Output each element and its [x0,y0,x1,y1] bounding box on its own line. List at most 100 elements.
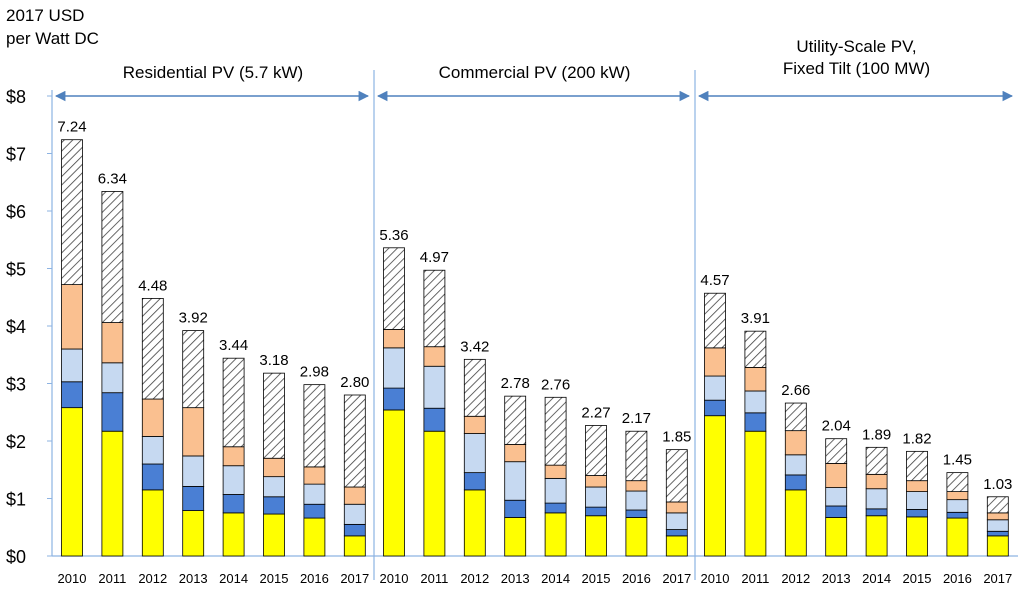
axes-layer [47,70,1018,580]
orange-segment [544,464,567,479]
blue-segment [744,412,767,432]
bar-total-label: 1.82 [902,430,931,447]
y-tick-label: $5 [6,260,26,280]
orange-segment [303,466,326,485]
lightblue-segment [986,519,1009,532]
lightblue-segment [784,454,807,476]
bar-total-label: 1.45 [943,452,972,469]
bar-total-label: 6.34 [98,170,127,187]
yellow-segment [865,515,888,557]
hatched-segment [423,269,446,348]
hatched-segment [303,384,326,468]
hatched-segment [463,358,486,417]
y-axis-label-line2: per Watt DC [6,29,99,48]
lightblue-segment [665,512,688,530]
lightblue-segment [544,477,567,504]
orange-segment [423,346,446,367]
bar-total-label: 2.98 [300,364,329,381]
x-tick-label: 2010 [380,571,409,586]
bar-total-label: 1.03 [983,476,1012,493]
blue-segment [625,509,648,518]
bars-layer [61,139,1009,557]
yellow-segment [704,415,726,557]
group-title: Commercial PV (200 kW) [439,63,631,82]
yellow-segment [504,517,527,557]
hatched-segment [263,372,285,459]
yellow-segment [343,535,366,557]
blue-segment [704,399,726,417]
bar-total-label: 1.89 [862,426,891,443]
hatched-segment [343,394,366,488]
lightblue-segment [182,455,205,487]
lightblue-segment [946,499,969,513]
x-tick-label: 2016 [300,571,329,586]
x-tick-label: 2017 [340,571,369,586]
yellow-segment [784,489,807,557]
blue-segment [383,387,405,411]
yellow-segment [101,430,124,557]
x-tick-label: 2015 [903,571,932,586]
blue-segment [101,392,124,432]
hatched-segment [182,330,205,409]
yellow-segment [383,409,405,557]
blue-segment [141,463,164,491]
orange-segment [585,475,607,488]
bar-total-label: 2.17 [622,410,651,427]
yellow-segment [463,489,486,557]
orange-segment [665,501,688,514]
lightblue-segment [585,486,607,508]
lightblue-segment [343,503,366,525]
lightblue-segment [906,491,928,510]
blue-segment [463,472,486,491]
bar-total-label: 4.57 [700,272,729,289]
hatched-segment [61,139,83,285]
lightblue-segment [463,433,486,474]
yellow-segment [825,517,848,557]
blue-segment [544,502,567,514]
lightblue-segment [423,365,446,409]
orange-segment [141,398,164,437]
lightblue-segment [704,375,726,401]
x-tick-label: 2013 [822,571,851,586]
yellow-segment [986,535,1009,557]
orange-segment [704,347,726,377]
orange-segment [865,473,888,490]
bar-total-label: 7.24 [57,119,86,136]
yellow-segment [182,510,205,557]
orange-segment [784,430,807,456]
yellow-segment [585,515,607,557]
blue-segment [784,474,807,491]
yellow-segment [625,517,648,557]
hatched-segment [825,438,848,464]
blue-segment [665,529,688,537]
hatched-segment [585,425,607,476]
x-tick-label: 2011 [741,571,769,586]
x-tick-label: 2010 [58,571,87,586]
orange-segment [906,480,928,492]
bar-total-label: 3.91 [741,310,770,327]
bar-total-label: 3.92 [179,310,208,327]
bar-total-label: 3.18 [259,352,288,369]
bar-total-label: 2.27 [581,404,610,421]
blue-segment [946,511,969,519]
blue-segment [504,499,527,518]
y-tick-label: $4 [6,317,26,337]
labels-layer: $0 $1 $2 $3 $4 $5 $6 $7 $8 Residential PV (5.7 kW… [6,37,1012,586]
yellow-segment [744,430,767,557]
lightblue-segment [744,390,767,414]
orange-segment [504,444,527,463]
bar-total-label: 3.44 [219,337,248,354]
bar-total-label: 2.76 [541,376,570,393]
lightblue-segment [263,476,285,498]
blue-segment [222,494,245,514]
bar-total-label: 2.04 [822,418,851,435]
orange-segment [744,366,767,392]
blue-segment [906,509,928,518]
lightblue-segment [625,490,648,511]
y-tick-label: $2 [6,432,26,452]
x-tick-label: 2016 [943,571,972,586]
x-tick-label: 2011 [98,571,126,586]
yellow-segment [303,517,326,557]
bar-total-label: 3.42 [460,338,489,355]
y-tick-label: $6 [6,202,26,222]
